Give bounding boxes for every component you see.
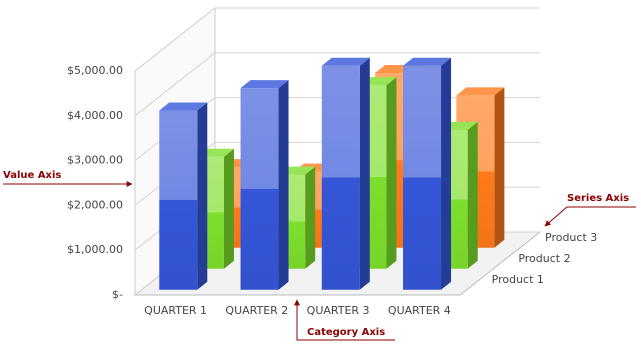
bar-side bbox=[494, 87, 505, 248]
bar-top bbox=[403, 57, 452, 66]
annotation: Series Axis bbox=[567, 193, 629, 204]
bar-front bbox=[240, 88, 279, 290]
annotation-arrow bbox=[544, 206, 636, 227]
y-tick-label: $1,000.00 bbox=[67, 243, 123, 256]
bar-side bbox=[305, 166, 316, 269]
bar-side bbox=[197, 102, 208, 290]
x-tick-label: QUARTER 4 bbox=[388, 304, 451, 317]
annotation-arrow bbox=[294, 299, 395, 341]
legend-label: Product 2 bbox=[518, 252, 570, 265]
bar-side bbox=[441, 57, 452, 290]
bar-side bbox=[359, 57, 370, 290]
y-tick-label: $3,000.00 bbox=[67, 154, 123, 167]
x-tick-label: QUARTER 1 bbox=[144, 304, 207, 317]
bar-side bbox=[467, 121, 478, 269]
bar-side bbox=[278, 80, 289, 290]
bar-top bbox=[321, 57, 370, 66]
y-tick-label: $4,000.00 bbox=[67, 109, 123, 122]
bar-front bbox=[321, 65, 360, 290]
bar bbox=[159, 102, 208, 290]
bar-front bbox=[159, 110, 198, 290]
bar-side bbox=[223, 148, 234, 269]
legend-label: Product 1 bbox=[492, 273, 544, 286]
y-tick-label: $2,000.00 bbox=[67, 198, 123, 211]
bar-side bbox=[386, 77, 397, 269]
x-tick-label: QUARTER 2 bbox=[225, 304, 288, 317]
y-tick-label: $5,000.00 bbox=[67, 64, 123, 77]
y-tick-label: $- bbox=[112, 288, 123, 301]
legend-label: Product 3 bbox=[545, 231, 597, 244]
bar bbox=[240, 80, 289, 290]
bar bbox=[403, 57, 452, 290]
bar-top bbox=[456, 87, 505, 96]
bar-front bbox=[403, 65, 442, 290]
annotation: Value Axis bbox=[3, 170, 61, 181]
bar-top bbox=[240, 80, 289, 89]
x-tick-label: QUARTER 3 bbox=[307, 304, 370, 317]
grid-line bbox=[134, 7, 540, 72]
bar bbox=[321, 57, 370, 290]
annotation: Category Axis bbox=[307, 327, 385, 338]
grid-line bbox=[134, 52, 540, 117]
bar-top bbox=[159, 102, 208, 111]
